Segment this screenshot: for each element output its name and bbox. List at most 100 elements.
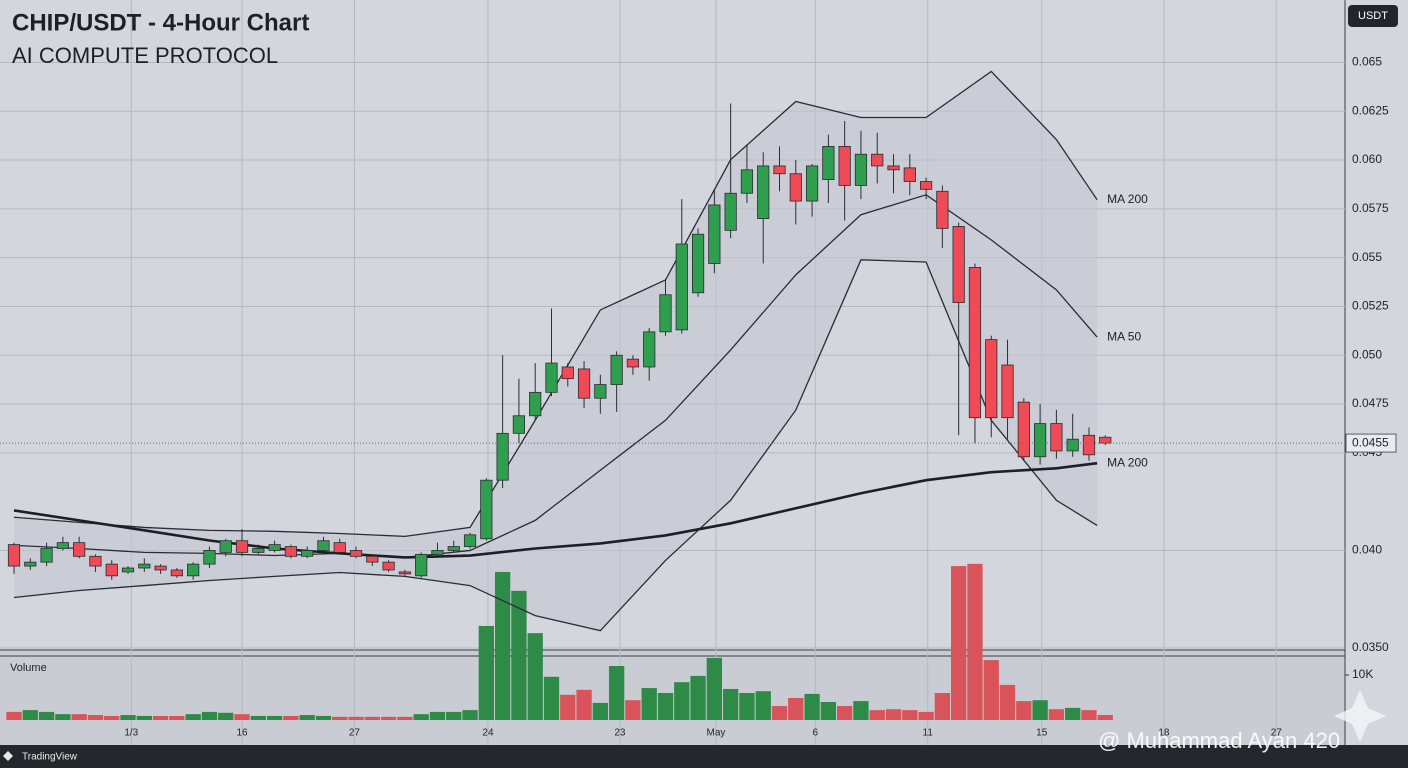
- candle-body: [398, 571, 412, 575]
- volume-bar: [674, 682, 690, 720]
- volume-bar: [1081, 710, 1097, 720]
- candle-body: [349, 550, 363, 557]
- indicator-label: MA 200: [1107, 192, 1148, 206]
- volume-bar: [983, 660, 999, 720]
- candle-body: [317, 540, 330, 551]
- x-tick-label: 1/3: [124, 728, 138, 739]
- volume-bar: [999, 684, 1016, 720]
- candle-body: [219, 540, 232, 553]
- currency-button-label[interactable]: USDT: [1358, 10, 1388, 22]
- candle-body: [24, 561, 37, 567]
- volume-bar: [657, 693, 674, 720]
- candle-body: [121, 567, 135, 573]
- candle-body: [170, 569, 183, 577]
- volume-bar: [722, 688, 739, 720]
- last-price-tag: [1345, 433, 1397, 453]
- candle-body: [968, 267, 982, 419]
- candle-body: [691, 233, 705, 294]
- volume-bar: [543, 676, 560, 720]
- volume-bar: [641, 688, 657, 720]
- volume-bar: [218, 712, 234, 720]
- candle-body: [89, 555, 102, 567]
- y-tick-label: 0.0575: [1352, 201, 1389, 215]
- volume-bar: [788, 697, 804, 720]
- y-tick-label: 0.050: [1352, 347, 1382, 361]
- candle-body: [154, 565, 167, 571]
- candle-body: [73, 542, 86, 557]
- candle-body: [594, 384, 607, 399]
- brand: TradingView: [22, 752, 78, 763]
- band-area: [14, 71, 1098, 631]
- volume-bar: [250, 715, 266, 720]
- volume-bar: [266, 715, 283, 720]
- chart-subtitle: AI COMPUTE PROTOCOL: [12, 43, 278, 68]
- volume-bar: [918, 711, 934, 720]
- x-tick-label: 23: [614, 728, 626, 739]
- candle-body: [529, 391, 542, 417]
- candle-body: [268, 544, 281, 551]
- volume-bar: [804, 693, 820, 720]
- candle-body: [887, 165, 900, 171]
- candle-body: [675, 243, 688, 331]
- volume-bar: [837, 706, 853, 720]
- volume-bar: [885, 709, 902, 720]
- y-tick-label: 0.065: [1352, 55, 1382, 69]
- y-tick-label: 0.0475: [1352, 396, 1389, 410]
- volume-bar: [104, 715, 120, 720]
- candle-body: [773, 165, 786, 175]
- volume-bar: [185, 714, 201, 720]
- volume-bar: [234, 714, 250, 720]
- candle-body: [610, 354, 623, 385]
- candle-body: [1017, 401, 1030, 458]
- y-tick-label: 0.040: [1352, 543, 1382, 557]
- candle-body: [56, 542, 69, 549]
- candle-body: [1082, 434, 1096, 456]
- candle-body: [431, 550, 444, 555]
- volume-bar: [608, 666, 625, 720]
- volume-bar: [1048, 709, 1065, 720]
- candle-body: [252, 548, 265, 553]
- candle-body: [822, 145, 835, 180]
- x-tick-label: 16: [236, 728, 248, 739]
- candle-body: [333, 542, 346, 553]
- x-tick-label: 24: [482, 728, 494, 739]
- watermark: @ Muhammad Ayan 420: [1098, 728, 1340, 753]
- last-price-label: 0.0455: [1352, 435, 1389, 449]
- candle-body: [545, 362, 558, 393]
- candle-body: [40, 548, 53, 563]
- candle-body: [1034, 423, 1047, 458]
- candle-body: [203, 550, 216, 565]
- volume-bar: [315, 715, 332, 720]
- candle-body: [415, 553, 428, 577]
- candle-body: [463, 534, 477, 547]
- brand-logo: [3, 751, 13, 761]
- volume-bar: [560, 694, 576, 720]
- candle-body: [105, 563, 118, 577]
- volume-bar: [527, 633, 543, 720]
- candle-body: [1099, 436, 1112, 444]
- volume-bar: [136, 715, 152, 720]
- candle-body: [724, 192, 737, 231]
- y-tick-label: 0.0625: [1352, 103, 1389, 117]
- volume-bar: [739, 693, 755, 720]
- x-tick-label: May: [707, 728, 726, 739]
- currency-button[interactable]: [1348, 5, 1398, 27]
- volume-bar: [71, 714, 87, 720]
- volume-label: Volume: [10, 662, 47, 674]
- indicator-label: MA 200: [1107, 455, 1148, 469]
- volume-bar: [690, 675, 706, 720]
- candle-body: [187, 563, 200, 577]
- x-tick-label: 6: [813, 728, 819, 739]
- candle-body: [1001, 364, 1014, 419]
- footer-bar: [0, 745, 1408, 768]
- volume-bar: [1032, 700, 1048, 720]
- volume-bar: [397, 716, 413, 720]
- candle-body: [838, 145, 851, 186]
- volume-bars: [6, 563, 1113, 720]
- candle-body: [512, 415, 526, 434]
- volume-bar: [413, 714, 429, 720]
- candle-body: [919, 181, 933, 190]
- indicator-label: MA 50: [1107, 329, 1141, 343]
